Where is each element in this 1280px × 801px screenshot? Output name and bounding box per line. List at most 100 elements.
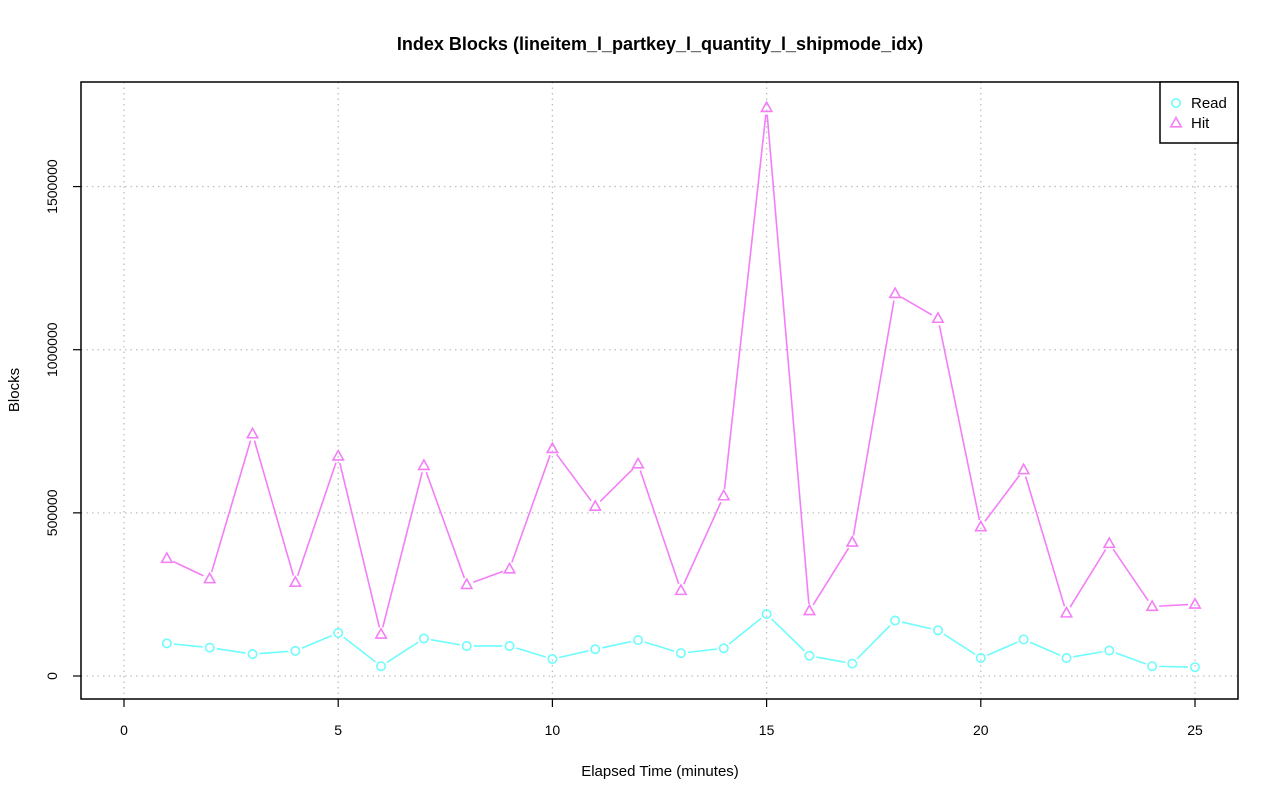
- hit-point: [545, 441, 559, 454]
- read-line-segment: [386, 641, 419, 664]
- read-line-segment: [301, 634, 333, 649]
- hit-point: [1145, 599, 1159, 612]
- read-line-segment: [173, 643, 203, 648]
- read-point: [1061, 653, 1072, 664]
- y-tick-label: 1000000: [44, 322, 60, 377]
- read-point: [847, 658, 858, 669]
- hit-line-segment: [511, 454, 551, 563]
- grid: [81, 82, 1238, 699]
- hit-point: [1102, 536, 1116, 549]
- hit-point: [1017, 462, 1031, 475]
- read-point: [590, 644, 601, 655]
- read-point: [718, 643, 729, 654]
- hit-point: [1059, 605, 1074, 618]
- read-line-segment: [216, 647, 246, 654]
- hit-point: [974, 519, 988, 532]
- chart-title: Index Blocks (lineitem_l_partkey_l_quant…: [397, 34, 923, 54]
- read-line-segment: [644, 641, 675, 652]
- plot-frame: [80, 81, 1239, 700]
- read-point: [633, 635, 644, 646]
- read-point: [161, 638, 172, 649]
- hit-line-segment: [812, 547, 850, 606]
- read-point: [1104, 645, 1115, 656]
- x-tick-label: 10: [545, 722, 561, 738]
- read-line-segment: [728, 617, 762, 645]
- read-point: [247, 649, 258, 660]
- y-axis-label: Blocks: [6, 368, 23, 412]
- x-tick-label: 0: [120, 722, 128, 738]
- hit-line-segment: [938, 325, 981, 521]
- hit-line-segment: [639, 470, 680, 585]
- read-line-segment: [259, 650, 289, 655]
- read-point: [932, 625, 943, 636]
- hit-line-segment: [296, 462, 337, 576]
- read-point: [376, 661, 387, 672]
- read-line-segment: [816, 656, 846, 664]
- hit-line-segment: [172, 560, 204, 577]
- legend-marker-hit: [1169, 115, 1183, 128]
- hit-point: [717, 488, 731, 501]
- read-point: [461, 640, 472, 651]
- read-line-segment: [1159, 665, 1189, 668]
- hit-line-segment: [852, 300, 895, 536]
- hit-line-segment: [555, 453, 592, 502]
- read-line-segment: [1073, 650, 1103, 658]
- series-hit: [160, 100, 1202, 639]
- hit-point: [760, 100, 774, 113]
- hit-line-segment: [1024, 476, 1066, 607]
- read-point: [204, 642, 215, 653]
- hit-point: [802, 603, 817, 616]
- read-line-segment: [901, 621, 932, 630]
- read-point: [890, 615, 901, 626]
- read-point: [547, 654, 558, 665]
- read-point: [333, 627, 344, 638]
- hit-line-segment: [1112, 548, 1149, 602]
- read-point: [804, 650, 815, 661]
- read-point: [1190, 662, 1201, 673]
- x-tick-label: 20: [973, 722, 989, 738]
- hit-line-segment: [984, 474, 1021, 522]
- hit-line-segment: [1069, 549, 1107, 608]
- read-line-segment: [943, 633, 976, 655]
- read-line-segment: [856, 624, 891, 660]
- read-line-segment: [687, 648, 717, 654]
- hit-point: [888, 286, 902, 299]
- read-line-segment: [771, 618, 805, 652]
- read-point: [675, 648, 686, 659]
- hit-line-segment: [425, 471, 466, 579]
- series-read: [161, 609, 1201, 673]
- x-axis: 0 5 10 15 20 25: [120, 699, 1203, 738]
- read-line-segment: [1115, 652, 1146, 665]
- hit-point: [203, 571, 217, 584]
- read-point: [418, 633, 429, 644]
- hit-line-segment: [473, 570, 504, 583]
- x-tick-label: 15: [759, 722, 775, 738]
- read-line-segment: [559, 650, 589, 659]
- y-tick-label: 0: [44, 672, 60, 680]
- hit-point: [631, 456, 645, 469]
- hit-point: [245, 426, 260, 439]
- read-line-segment: [601, 640, 632, 649]
- hit-line-segment: [1159, 603, 1189, 607]
- y-tick-label: 1500000: [44, 159, 60, 214]
- hit-point: [417, 458, 431, 471]
- hit-point: [1188, 597, 1202, 609]
- hit-line-segment: [766, 114, 810, 604]
- legend-label-hit: Hit: [1191, 115, 1210, 132]
- legend-label-read: Read: [1191, 95, 1227, 112]
- hit-point: [845, 535, 859, 547]
- read-point: [1147, 661, 1158, 672]
- hit-line-segment: [381, 472, 423, 628]
- read-line-segment: [343, 636, 377, 663]
- hit-line-segment: [723, 114, 767, 490]
- read-line-segment: [986, 641, 1018, 657]
- series-group: [160, 100, 1202, 673]
- hit-point: [160, 551, 174, 564]
- hit-point: [931, 311, 945, 324]
- read-line-segment: [430, 638, 460, 646]
- hit-point: [674, 583, 688, 596]
- y-axis: 0 500000 1000000 1500000: [44, 159, 81, 680]
- x-axis-label: Elapsed Time (minutes): [581, 763, 739, 780]
- x-tick-label: 25: [1187, 722, 1203, 738]
